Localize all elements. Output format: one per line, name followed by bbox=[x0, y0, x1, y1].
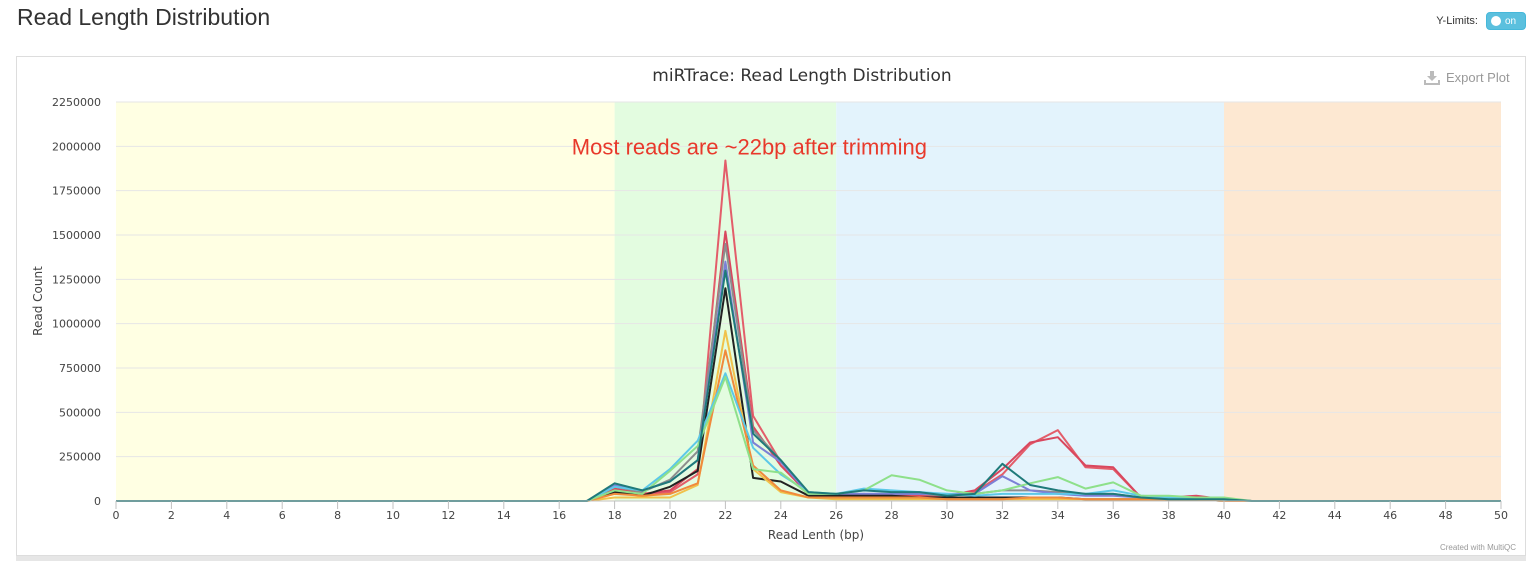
series-line-9 bbox=[116, 269, 1501, 502]
series-line-8 bbox=[116, 375, 1501, 502]
export-plot-label: Export Plot bbox=[1446, 70, 1510, 85]
x-tick-label: 22 bbox=[718, 509, 732, 522]
x-tick-label: 34 bbox=[1051, 509, 1065, 522]
y-limits-label: Y-Limits: bbox=[1436, 15, 1478, 27]
y-tick-label: 2000000 bbox=[52, 140, 101, 153]
y-axis-label: Read Count bbox=[31, 266, 45, 336]
x-tick-label: 20 bbox=[663, 509, 677, 522]
x-tick-label: 46 bbox=[1383, 509, 1397, 522]
credit-text: Created with MultiQC bbox=[1439, 543, 1516, 552]
x-tick-label: 48 bbox=[1439, 509, 1453, 522]
x-tick-label: 10 bbox=[386, 509, 400, 522]
y-tick-label: 750000 bbox=[59, 362, 101, 375]
plot-band-3 bbox=[1224, 102, 1501, 501]
x-tick-label: 8 bbox=[334, 509, 341, 522]
x-tick-label: 50 bbox=[1494, 509, 1508, 522]
x-tick-label: 28 bbox=[885, 509, 899, 522]
y-tick-label: 1500000 bbox=[52, 229, 101, 242]
x-tick-label: 18 bbox=[608, 509, 622, 522]
y-tick-label: 250000 bbox=[59, 451, 101, 464]
plot-band-2 bbox=[836, 102, 1224, 501]
x-tick-label: 44 bbox=[1328, 509, 1342, 522]
x-tick-label: 40 bbox=[1217, 509, 1231, 522]
y-tick-label: 0 bbox=[94, 495, 101, 508]
x-tick-label: 32 bbox=[995, 509, 1009, 522]
x-tick-label: 30 bbox=[940, 509, 954, 522]
x-tick-label: 16 bbox=[552, 509, 566, 522]
x-tick-label: 0 bbox=[113, 509, 120, 522]
y-limits-control: Y-Limits: on bbox=[1436, 12, 1526, 30]
y-tick-label: 500000 bbox=[59, 406, 101, 419]
x-tick-label: 36 bbox=[1106, 509, 1120, 522]
chart-title: miRTrace: Read Length Distribution bbox=[652, 66, 951, 86]
chart-annotation: Most reads are ~22bp after trimming bbox=[572, 134, 927, 159]
y-tick-label: 1750000 bbox=[52, 185, 101, 198]
x-tick-label: 6 bbox=[279, 509, 286, 522]
x-tick-label: 24 bbox=[774, 509, 788, 522]
x-tick-label: 38 bbox=[1162, 509, 1176, 522]
x-tick-label: 4 bbox=[223, 509, 230, 522]
x-tick-label: 2 bbox=[168, 509, 175, 522]
y-tick-label: 1000000 bbox=[52, 318, 101, 331]
export-plot-button[interactable]: Export Plot bbox=[1424, 70, 1510, 85]
x-tick-label: 12 bbox=[441, 509, 455, 522]
plot-container bbox=[16, 56, 1526, 556]
toggle-knob bbox=[1491, 16, 1501, 26]
x-tick-label: 14 bbox=[497, 509, 511, 522]
page-title: Read Length Distribution bbox=[17, 4, 271, 30]
toggle-text: on bbox=[1505, 15, 1517, 27]
download-icon bbox=[1424, 70, 1440, 85]
x-axis-label: Read Lenth (bp) bbox=[768, 528, 864, 542]
plot-resize-bar[interactable] bbox=[16, 556, 1526, 561]
y-tick-label: 2250000 bbox=[52, 96, 101, 109]
x-tick-label: 42 bbox=[1272, 509, 1286, 522]
y-tick-label: 1250000 bbox=[52, 273, 101, 286]
x-tick-label: 26 bbox=[829, 509, 843, 522]
plot-band-0 bbox=[116, 102, 615, 501]
y-limits-toggle[interactable]: on bbox=[1486, 12, 1526, 30]
